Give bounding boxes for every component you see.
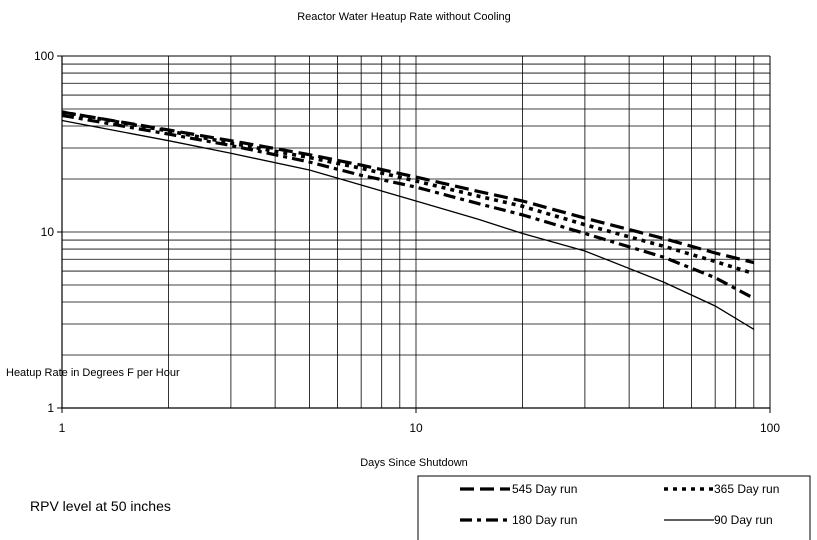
chart-title: Reactor Water Heatup Rate without Coolin… [297,11,511,23]
x-tick-label: 100 [760,421,780,435]
series-lines [61,110,755,330]
legend-label: 545 Day run [512,482,577,496]
y-tick-label: 10 [41,225,55,239]
x-axis-label: Days Since Shutdown [360,457,468,469]
series-line-dash-dot [61,113,755,300]
legend-label: 180 Day run [512,513,577,527]
x-tick-label: 10 [409,421,423,435]
legend-label: 90 Day run [714,513,773,527]
y-tick-label: 100 [34,49,54,63]
axes: 1 10 100 1 10 100 [34,49,780,435]
series-line-solid [61,119,755,330]
x-tick-label: 1 [59,421,66,435]
legend: 545 Day run 365 Day run 180 Day run 90 Day … [417,475,811,540]
y-axis-label: Heatup Rate in Degrees F per Hour [6,367,180,379]
grid [62,55,771,408]
series-line-long-dash [61,110,755,265]
y-tick-label: 1 [47,401,54,415]
legend-label: 365 Day run [714,482,779,496]
rpv-level-annotation: RPV level at 50 inches [30,498,171,514]
legend-box [417,475,811,540]
